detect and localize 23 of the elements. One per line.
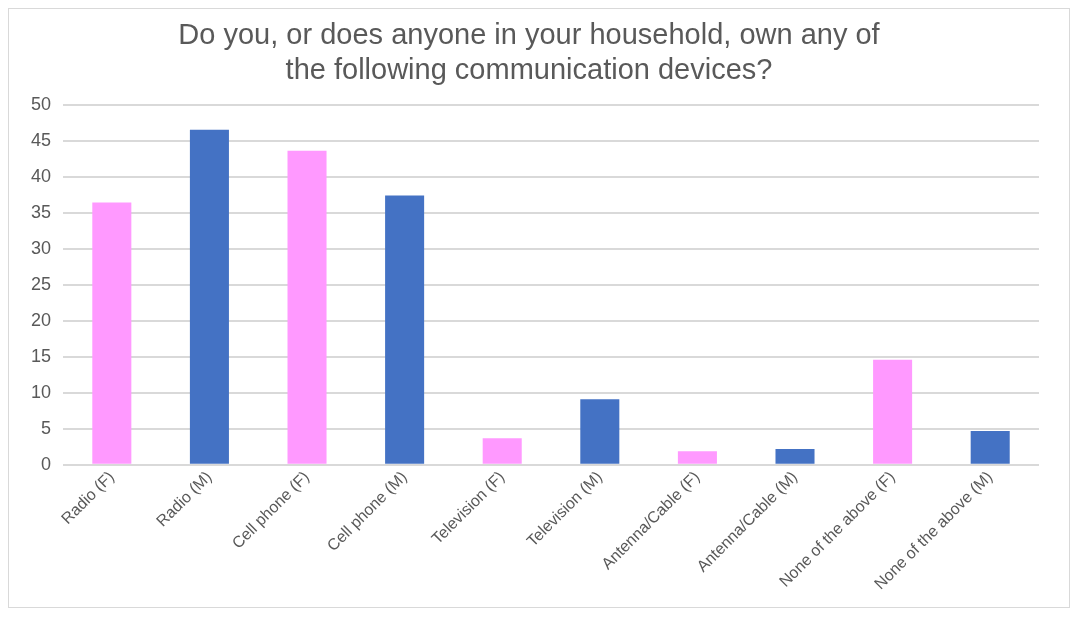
y-tick-label: 25	[30, 273, 52, 294]
y-tick-label: 40	[30, 165, 52, 186]
y-tick-label: 30	[30, 237, 52, 258]
bar	[287, 150, 327, 464]
bar	[92, 202, 132, 464]
bar	[970, 430, 1010, 464]
text: the following communication devices?	[285, 53, 773, 86]
y-tick-label: 20	[30, 309, 52, 330]
bar	[385, 195, 425, 464]
bar	[873, 359, 913, 464]
text: Do you, or does anyone in your household, own any of	[178, 18, 880, 51]
y-tick-label: 5	[41, 417, 52, 438]
bar	[189, 129, 229, 464]
y-tick-label: 10	[30, 381, 52, 402]
y-tick-label: 50	[30, 93, 52, 114]
bar	[677, 451, 717, 464]
bar	[775, 449, 815, 464]
y-tick-label: 45	[30, 129, 52, 150]
y-tick-label: 15	[30, 345, 52, 366]
bar	[482, 438, 522, 464]
y-tick-label: 0	[41, 453, 52, 474]
bar	[580, 399, 620, 464]
y-tick-label: 35	[30, 201, 52, 222]
